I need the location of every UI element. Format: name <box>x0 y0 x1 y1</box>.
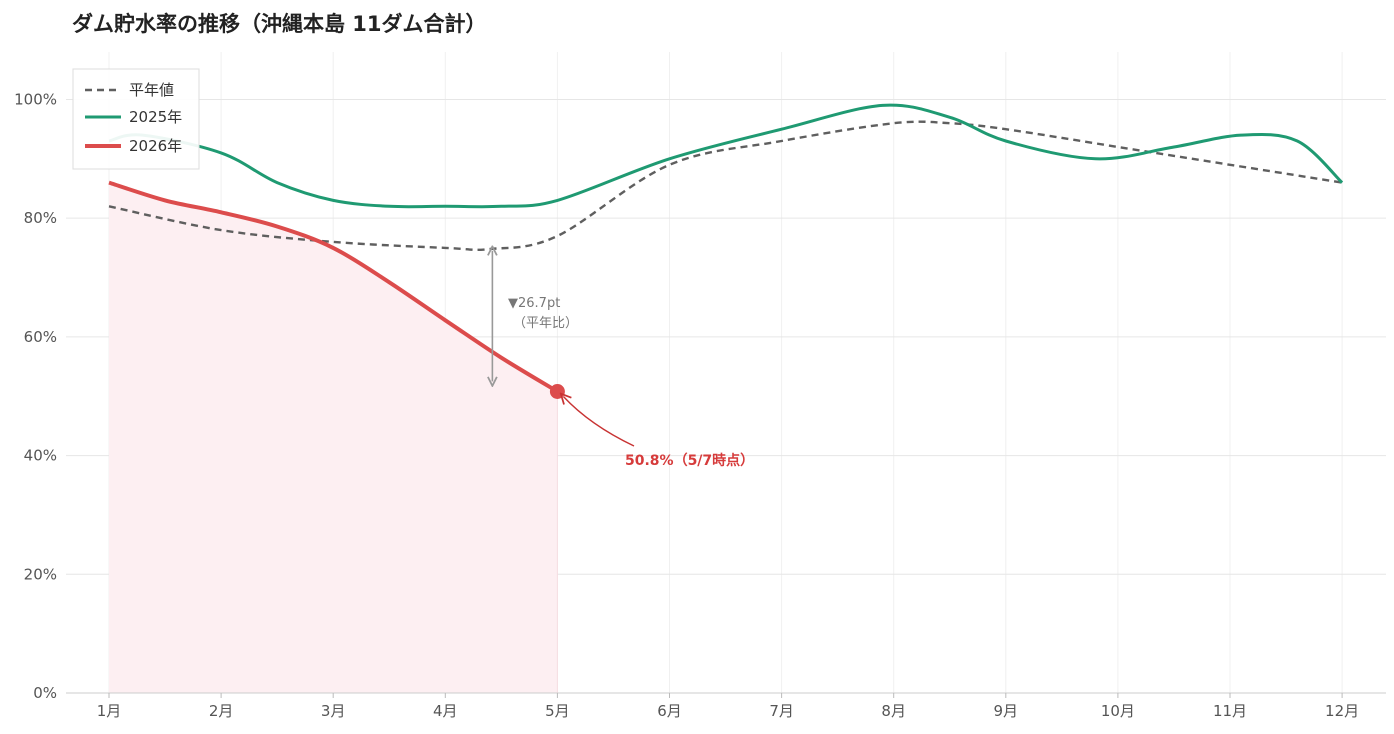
x-tick-label: 2月 <box>209 702 234 720</box>
legend-label: 平年値 <box>129 81 174 99</box>
gap-label-line2: （平年比） <box>513 316 578 331</box>
annotations: ▼26.7pt （平年比） 50.8%（5/7時点） <box>492 251 754 469</box>
x-tick-label: 4月 <box>433 702 458 720</box>
y-tick-label: 0% <box>33 684 57 702</box>
legend: 平年値 2025年 2026年 <box>72 68 200 170</box>
legend-label: 2026年 <box>129 137 182 155</box>
x-tick-label: 8月 <box>881 702 906 720</box>
x-tick-label: 1月 <box>97 702 122 720</box>
y-tick-label: 40% <box>24 447 57 465</box>
series-line-2025 <box>108 103 1344 209</box>
grid-lines <box>66 52 1386 693</box>
callout-label: 50.8%（5/7時点） <box>625 452 754 469</box>
x-tick-label: 3月 <box>321 702 346 720</box>
x-tick-label: 10月 <box>1101 702 1135 720</box>
y-axis: 0% 20% 40% 60% 80% 100% <box>14 90 57 702</box>
x-tick-label: 11月 <box>1213 702 1247 720</box>
area-layer <box>109 182 558 693</box>
x-tick-label: 6月 <box>657 702 682 720</box>
y-tick-label: 80% <box>24 209 57 227</box>
y-tick-label: 20% <box>24 565 57 583</box>
y-tick-label: 100% <box>14 90 57 108</box>
x-axis: 1月 2月 3月 4月 5月 6月 7月 8月 9月 10月 11月 12月 <box>66 692 1386 720</box>
area-2026 <box>109 182 558 693</box>
x-tick-label: 9月 <box>994 702 1019 720</box>
data-point-2026-latest <box>549 383 565 399</box>
x-tick-label: 5月 <box>545 702 570 720</box>
legend-label: 2025年 <box>129 108 182 126</box>
callout-arrow <box>563 396 635 447</box>
x-tick-label: 12月 <box>1325 702 1359 720</box>
x-tick-label: 7月 <box>769 702 794 720</box>
gap-label-line1: ▼26.7pt <box>508 296 560 311</box>
legend-box <box>72 68 200 170</box>
chart-title: ダム貯水率の推移（沖縄本島 11ダム合計） <box>72 12 487 36</box>
y-tick-label: 60% <box>24 328 57 346</box>
